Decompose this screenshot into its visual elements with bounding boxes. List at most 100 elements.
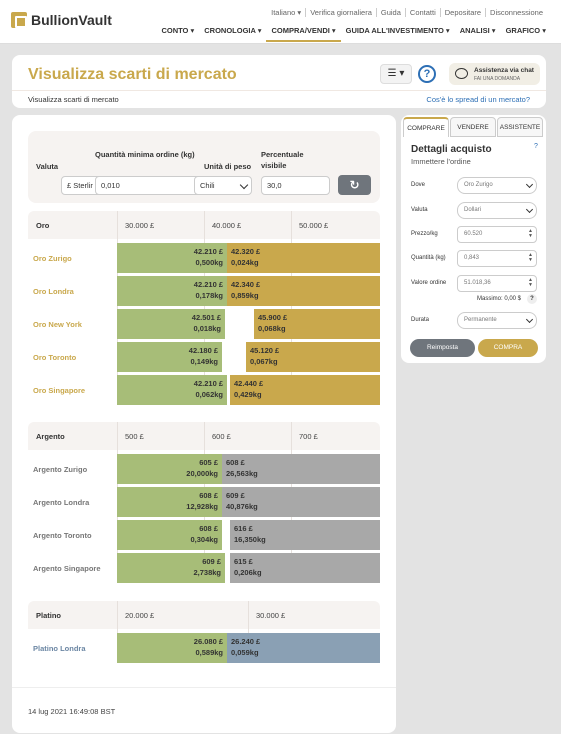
language-link[interactable]: Italiano ▾ [271, 8, 302, 17]
ask-label: 42.340 £0,859kg [231, 280, 261, 300]
bid-label: 42.180 £0,149kg [188, 346, 218, 366]
contacts-link[interactable]: Contatti [404, 8, 440, 17]
help-icon[interactable]: ? [418, 65, 436, 83]
chevron-down-icon [525, 180, 534, 189]
bid-bar[interactable]: 608 £12,928kg [117, 487, 222, 517]
order-input[interactable]: 60.520 ▲ ▼ [457, 226, 537, 243]
ask-bar[interactable]: 45.900 £0,068kg [254, 309, 380, 339]
ask-label: 608 £26,563kg [226, 458, 258, 478]
market-row-label[interactable]: Argento Londra [33, 498, 90, 507]
weight-unit-select[interactable]: Chili [194, 176, 252, 195]
bid-bar[interactable]: 42.180 £0,149kg [117, 342, 222, 372]
deposit-link[interactable]: Depositare [439, 8, 485, 17]
order-select[interactable]: Dollari [457, 202, 537, 219]
max-help-icon[interactable]: ? [527, 294, 537, 304]
order-input[interactable]: 51.018,36 ▲ ▼ [457, 275, 537, 292]
field-label: Durata [411, 317, 430, 323]
bid-label: 42.210 £0,062kg [193, 379, 223, 399]
max-amount: Massimo: 0,00 $ [477, 296, 522, 302]
nav-buy-sell[interactable]: COMPRA/VENDI ▾ [266, 26, 341, 42]
chat-button[interactable]: Assistenza via chat FAI UNA DOMANDA [449, 63, 540, 85]
ask-bar[interactable]: 608 £26,563kg [222, 454, 380, 484]
market-row-label[interactable]: Oro Zurigo [33, 254, 72, 263]
bid-bar[interactable]: 605 £20,000kg [117, 454, 222, 484]
market-argento: Argento 500 £ 600 £ 700 £ Argento Zurigo 605 … [28, 422, 380, 586]
ask-bar[interactable]: 615 £0,206kg [230, 553, 380, 583]
ask-bar[interactable]: 42.320 £0,024kg [227, 243, 380, 273]
ask-bar[interactable]: 616 £16,350kg [230, 520, 380, 550]
field-value: Permanente [464, 317, 497, 323]
nav-account[interactable]: CONTO ▾ [161, 26, 195, 35]
market-row-label[interactable]: Oro Singapore [33, 386, 86, 395]
ask-label: 42.320 £0,024kg [231, 247, 261, 267]
field-label: Prezzo/kg [411, 231, 438, 237]
refresh-button[interactable] [338, 175, 371, 195]
bid-bar[interactable]: 42.210 £0,062kg [117, 375, 227, 405]
tick-label: 500 £ [125, 432, 144, 441]
market-row-label[interactable]: Platino Londra [33, 644, 86, 653]
spinner-icon[interactable]: ▲ ▼ [528, 228, 533, 239]
logout-link[interactable]: Disconnessione [485, 8, 547, 17]
ask-label: 45.120 £0,067kg [250, 346, 280, 366]
bid-bar[interactable]: 42.210 £0,500kg [117, 243, 227, 273]
utility-links: Italiano ▾ Verifica giornaliera Guida Co… [267, 8, 547, 17]
ask-bar[interactable]: 26.240 £0,059kg [227, 633, 380, 663]
chat-title: Assistenza via chat [474, 67, 534, 74]
divider [12, 687, 396, 688]
bid-bar[interactable]: 608 £0,304kg [117, 520, 222, 550]
nav-investment-guide[interactable]: GUIDA ALL'INVESTIMENTO ▾ [345, 26, 450, 35]
bullionvault-logo-icon [11, 12, 27, 28]
nav-chart[interactable]: GRAFICO ▾ [505, 26, 546, 35]
bid-bar[interactable]: 26.080 £0,589kg [117, 633, 227, 663]
market-row-label[interactable]: Oro Toronto [33, 353, 77, 362]
market-row-label[interactable]: Argento Toronto [33, 531, 92, 540]
market-row-label[interactable]: Oro Londra [33, 287, 74, 296]
market-row-label[interactable]: Argento Singapore [33, 564, 101, 573]
weight-unit-label: Unità di peso [204, 162, 252, 171]
bid-bar[interactable]: 609 £2,738kg [117, 553, 225, 583]
market-row-label[interactable]: Oro New York [33, 320, 82, 329]
ask-bar[interactable]: 45.120 £0,067kg [246, 342, 380, 372]
buy-button[interactable]: COMPRA [478, 339, 538, 357]
nav-analysis[interactable]: ANALISI ▾ [459, 26, 496, 35]
timestamp: 14 lug 2021 16:49:08 BST [28, 707, 116, 716]
bid-bar[interactable]: 42.210 £0,178kg [117, 276, 227, 306]
ask-label: 616 £16,350kg [234, 524, 266, 544]
ask-bar[interactable]: 609 £40,876kg [222, 487, 380, 517]
page-menu-button[interactable]: ☰ ▾ [380, 64, 412, 84]
panel-help-icon[interactable]: ? [534, 143, 538, 150]
field-value: 51.018,36 [464, 280, 491, 286]
breadcrumb: Visualizza scarti di mercato [28, 95, 119, 104]
order-select[interactable]: Permanente [457, 312, 537, 329]
ask-label: 26.240 £0,059kg [231, 637, 261, 657]
ask-bar[interactable]: 42.440 £0,429kg [230, 375, 380, 405]
min-qty-label: Quantità minima ordine (kg) [95, 150, 195, 159]
help-link[interactable]: Guida [375, 8, 405, 17]
bid-label: 42.210 £0,178kg [193, 280, 223, 300]
market-name: Argento [36, 432, 65, 441]
logo-text: BullionVault [31, 12, 112, 28]
ask-bar[interactable]: 42.340 £0,859kg [227, 276, 380, 306]
market-row-label[interactable]: Argento Zurigo [33, 465, 88, 474]
spinner-icon[interactable]: ▲ ▼ [528, 252, 533, 263]
grid-line [248, 601, 249, 662]
tab-sell[interactable]: VENDERE [450, 117, 496, 137]
grid-line [117, 601, 118, 662]
bid-bar[interactable]: 42.501 £0,018kg [117, 309, 225, 339]
logo[interactable]: BullionVault [11, 12, 112, 28]
visible-pct-input[interactable]: 30,0 [261, 176, 330, 195]
field-value: Oro Zurigo [464, 182, 493, 188]
spinner-icon[interactable]: ▲ ▼ [528, 277, 533, 288]
field-value: 60.520 [464, 231, 483, 237]
nav-history[interactable]: CRONOLOGIA ▾ [204, 26, 262, 35]
spread-info-link[interactable]: Cos'è lo spread di un mercato? [426, 95, 530, 104]
daily-audit-link[interactable]: Verifica giornaliera [305, 8, 376, 17]
order-input[interactable]: 0,843 ▲ ▼ [457, 250, 537, 267]
title-card: Visualizza scarti di mercato ☰ ▾ ? Assis… [12, 55, 546, 108]
order-select[interactable]: Oro Zurigo [457, 177, 537, 194]
tab-assistant[interactable]: ASSISTENTE [497, 117, 543, 137]
page-title: Visualizza scarti di mercato [28, 66, 237, 83]
tab-buy[interactable]: COMPRARE [403, 117, 449, 137]
reset-button[interactable]: Reimposta [410, 339, 475, 357]
ask-label: 42.440 £0,429kg [234, 379, 264, 399]
